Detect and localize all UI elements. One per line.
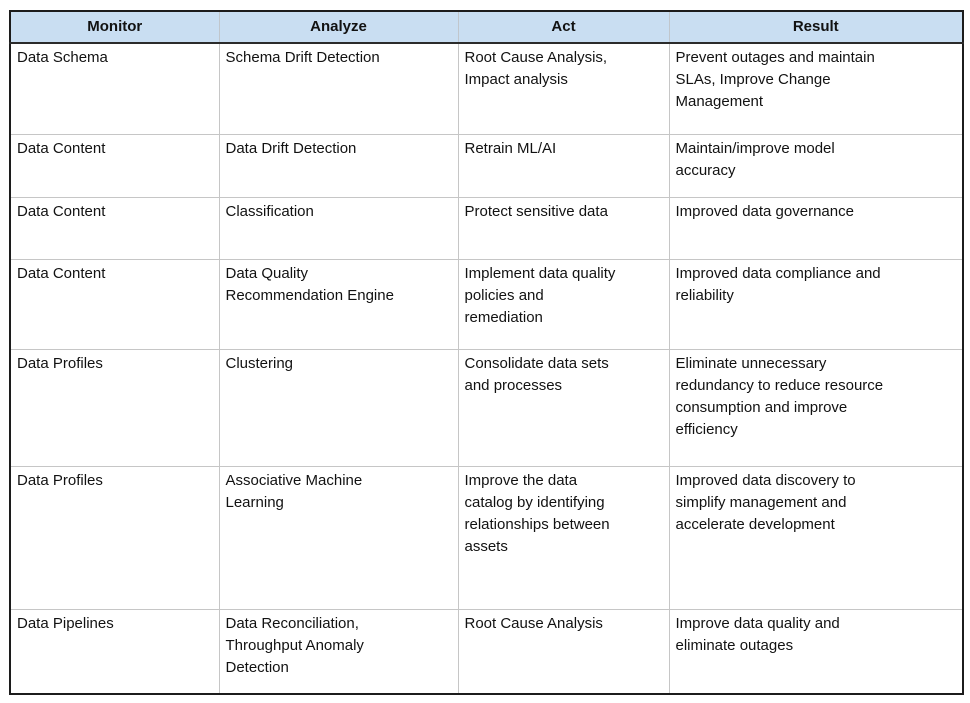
cell-monitor: Data Profiles xyxy=(9,348,220,467)
table-row: Data Profiles Associative Machine Learni… xyxy=(9,465,964,610)
cell-monitor: Data Content xyxy=(9,196,220,260)
cell-monitor: Data Content xyxy=(9,258,220,350)
cell-result: Improved data governance xyxy=(668,196,964,260)
cell-act: Implement data quality policies and reme… xyxy=(457,258,670,350)
table-row: Data Schema Schema Drift Detection Root … xyxy=(9,42,964,135)
column-header-act: Act xyxy=(457,10,670,45)
cell-act: Consolidate data sets and processes xyxy=(457,348,670,467)
column-header-monitor: Monitor xyxy=(9,10,220,45)
cell-act: Improve the data catalog by identifying … xyxy=(457,465,670,610)
cell-monitor: Data Schema xyxy=(9,42,220,135)
table-row: Data Pipelines Data Reconciliation, Thro… xyxy=(9,608,964,695)
table-row: Data Content Classification Protect sens… xyxy=(9,196,964,260)
cell-monitor: Data Content xyxy=(9,133,220,198)
cell-result: Eliminate unnecessary redundancy to redu… xyxy=(668,348,964,467)
cell-analyze: Classification xyxy=(218,196,459,260)
table-row: Data Content Data Quality Recommendation… xyxy=(9,258,964,350)
cell-analyze: Schema Drift Detection xyxy=(218,42,459,135)
monitor-analyze-act-result-table: Monitor Analyze Act Result Data Schema S… xyxy=(9,10,964,696)
cell-result: Improved data discovery to simplify mana… xyxy=(668,465,964,610)
cell-analyze: Data Quality Recommendation Engine xyxy=(218,258,459,350)
cell-analyze: Data Drift Detection xyxy=(218,133,459,198)
cell-result: Maintain/improve model accuracy xyxy=(668,133,964,198)
table-row: Data Content Data Drift Detection Retrai… xyxy=(9,133,964,198)
cell-analyze: Data Reconciliation, Throughput Anomaly … xyxy=(218,608,459,695)
cell-monitor: Data Profiles xyxy=(9,465,220,610)
cell-act: Root Cause Analysis xyxy=(457,608,670,695)
cell-result: Prevent outages and maintain SLAs, Impro… xyxy=(668,42,964,135)
column-header-result: Result xyxy=(668,10,964,45)
cell-analyze: Associative Machine Learning xyxy=(218,465,459,610)
header-row: Monitor Analyze Act Result xyxy=(9,10,964,45)
cell-act: Protect sensitive data xyxy=(457,196,670,260)
cell-result: Improved data compliance and reliability xyxy=(668,258,964,350)
cell-act: Root Cause Analysis, Impact analysis xyxy=(457,42,670,135)
cell-act: Retrain ML/AI xyxy=(457,133,670,198)
cell-result: Improve data quality and eliminate outag… xyxy=(668,608,964,695)
cell-monitor: Data Pipelines xyxy=(9,608,220,695)
cell-analyze: Clustering xyxy=(218,348,459,467)
column-header-analyze: Analyze xyxy=(218,10,459,45)
table-row: Data Profiles Clustering Consolidate dat… xyxy=(9,348,964,467)
